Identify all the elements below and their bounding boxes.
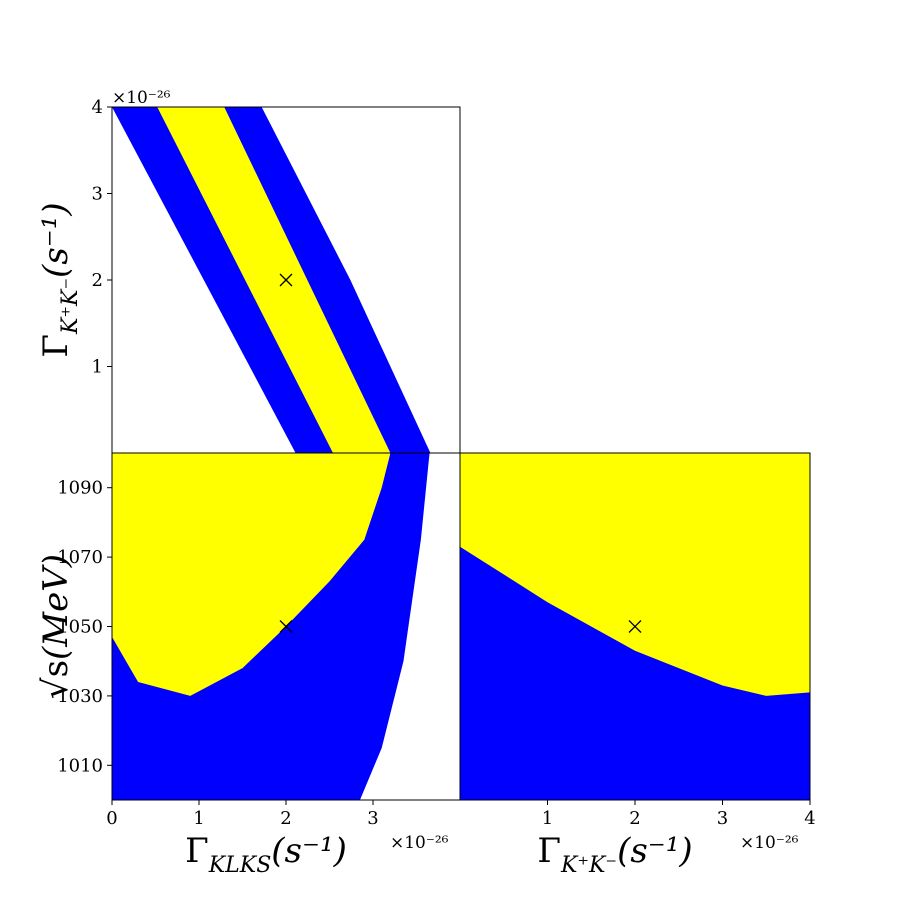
region — [112, 453, 391, 696]
marker — [628, 620, 642, 633]
x-tick-label: 0 — [106, 808, 117, 829]
y-tick-label: 1090 — [57, 478, 103, 499]
label-unit: (s⁻¹) — [36, 202, 76, 278]
offset-label: ×10⁻²⁶ — [390, 833, 449, 853]
label-symbol: Γ — [36, 334, 76, 358]
axis-label: ΓKLKS(s⁻¹) — [185, 831, 347, 878]
axis-label: ΓK⁺K⁻(s⁻¹) — [537, 831, 692, 878]
label-subscript: KLKS — [208, 853, 272, 878]
region — [460, 546, 810, 800]
panel — [112, 107, 431, 453]
y-tick-label: 3 — [92, 184, 103, 205]
label-unit: (s⁻¹) — [271, 831, 347, 871]
label-unit: (s⁻¹) — [617, 831, 693, 871]
offset-label: ×10⁻²⁶ — [112, 88, 171, 108]
y-tick-label: 1050 — [57, 617, 103, 638]
marker — [279, 620, 293, 633]
y-tick-label: 4 — [92, 97, 103, 118]
y-tick-label: 1010 — [57, 755, 103, 776]
x-tick-label: 4 — [804, 808, 815, 829]
offset-label: ×10⁻²⁶ — [740, 833, 799, 853]
x-tick-label: 2 — [629, 808, 640, 829]
x-tick-label: 3 — [367, 808, 378, 829]
label-symbol: Γ — [537, 831, 561, 871]
y-tick-label: 1070 — [57, 547, 103, 568]
label-symbol: √s — [36, 660, 76, 699]
x-tick-label: 2 — [280, 808, 291, 829]
x-tick-label: 1 — [542, 808, 553, 829]
y-tick-label: 1030 — [57, 686, 103, 707]
x-tick-label: 1 — [193, 808, 204, 829]
label-subscript: K⁺K⁻ — [58, 278, 83, 335]
region — [157, 107, 391, 453]
y-tick-label: 2 — [92, 270, 103, 291]
axis-label: ΓK⁺K⁻(s⁻¹) — [36, 202, 83, 357]
y-tick-label: 1 — [92, 357, 103, 378]
x-tick-label: 3 — [717, 808, 728, 829]
axis-label: √s(MeV) — [36, 554, 76, 699]
label-unit: (MeV) — [36, 554, 76, 660]
label-subscript: K⁺K⁻ — [560, 853, 617, 878]
marker — [279, 273, 293, 287]
panel — [112, 453, 430, 800]
label-symbol: Γ — [185, 831, 209, 871]
